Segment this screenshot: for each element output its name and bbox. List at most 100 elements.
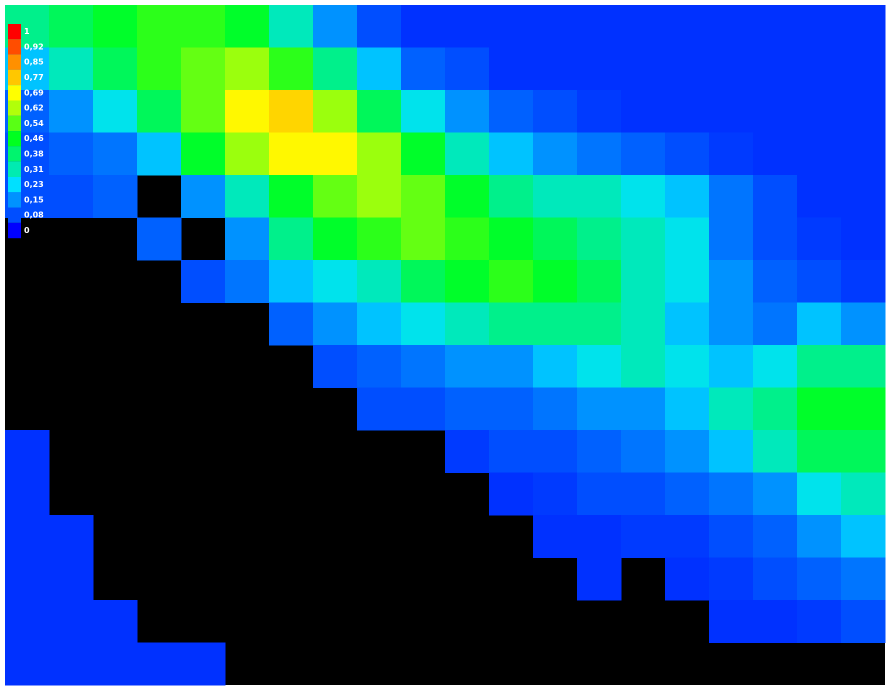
cell <box>797 345 842 388</box>
cell <box>489 345 534 388</box>
cell <box>93 175 138 218</box>
cell <box>797 5 842 48</box>
cell <box>665 303 710 346</box>
cell <box>49 90 94 133</box>
cell <box>445 430 490 473</box>
colorbar-swatch <box>8 208 21 223</box>
cell <box>533 5 578 48</box>
cell <box>577 515 622 558</box>
cell <box>797 175 842 218</box>
cell <box>445 133 490 176</box>
cell <box>577 345 622 388</box>
cell <box>445 90 490 133</box>
cell <box>841 175 886 218</box>
cell <box>5 600 50 643</box>
cell <box>313 175 358 218</box>
cell <box>753 430 798 473</box>
colorbar-label: 0,77 <box>24 73 44 82</box>
cell <box>709 260 754 303</box>
cell <box>577 260 622 303</box>
cell <box>93 90 138 133</box>
cell <box>137 90 182 133</box>
cell <box>577 558 622 601</box>
cell <box>709 5 754 48</box>
cell <box>621 48 666 91</box>
cell <box>797 388 842 431</box>
cell <box>357 388 402 431</box>
cell <box>753 303 798 346</box>
cell <box>533 515 578 558</box>
cell <box>445 175 490 218</box>
cell <box>5 430 50 473</box>
cell <box>401 48 446 91</box>
cell <box>49 5 94 48</box>
cell <box>137 643 182 686</box>
cell <box>489 175 534 218</box>
cell <box>489 5 534 48</box>
cell <box>489 430 534 473</box>
cell <box>709 345 754 388</box>
cell <box>797 515 842 558</box>
cell <box>709 473 754 516</box>
cell <box>841 473 886 516</box>
colorbar-label: 0,46 <box>24 134 44 143</box>
cell <box>93 133 138 176</box>
cell <box>753 558 798 601</box>
cell <box>137 218 182 261</box>
cell <box>621 303 666 346</box>
cell <box>225 218 270 261</box>
colorbar-label: 0,54 <box>24 119 44 128</box>
cell <box>445 345 490 388</box>
cell <box>533 303 578 346</box>
cell <box>533 175 578 218</box>
colorbar-label: 1 <box>24 27 30 36</box>
cell <box>621 430 666 473</box>
cell <box>401 5 446 48</box>
cell <box>753 473 798 516</box>
cell <box>357 5 402 48</box>
cell <box>621 515 666 558</box>
cell <box>665 90 710 133</box>
cell <box>5 643 50 686</box>
cell <box>665 260 710 303</box>
cell <box>269 303 314 346</box>
cell <box>401 388 446 431</box>
cell <box>5 515 50 558</box>
cell <box>533 473 578 516</box>
cell <box>489 303 534 346</box>
cell <box>489 133 534 176</box>
colorbar-swatch <box>8 131 21 146</box>
cell <box>5 558 50 601</box>
cell <box>49 643 94 686</box>
cell <box>357 175 402 218</box>
cell <box>225 133 270 176</box>
cell <box>841 260 886 303</box>
cell <box>489 90 534 133</box>
cell <box>489 48 534 91</box>
cell <box>313 218 358 261</box>
colorbar-swatch <box>8 116 21 131</box>
cell <box>797 558 842 601</box>
cell <box>357 303 402 346</box>
cell <box>621 345 666 388</box>
cell <box>797 430 842 473</box>
cell <box>841 303 886 346</box>
cell <box>181 175 226 218</box>
cell <box>709 90 754 133</box>
cell <box>533 48 578 91</box>
cell <box>753 600 798 643</box>
cell <box>577 303 622 346</box>
cell <box>357 260 402 303</box>
cell <box>445 5 490 48</box>
cell <box>269 133 314 176</box>
cell <box>401 345 446 388</box>
cell <box>489 388 534 431</box>
colorbar-label: 0,15 <box>24 195 44 204</box>
cell <box>709 558 754 601</box>
cell <box>709 515 754 558</box>
colorbar-swatch <box>8 177 21 192</box>
cell <box>665 515 710 558</box>
cell <box>269 5 314 48</box>
heatmap-view: 10,920,850,770,690,620,540,460,380,310,2… <box>0 0 887 688</box>
cell <box>797 303 842 346</box>
